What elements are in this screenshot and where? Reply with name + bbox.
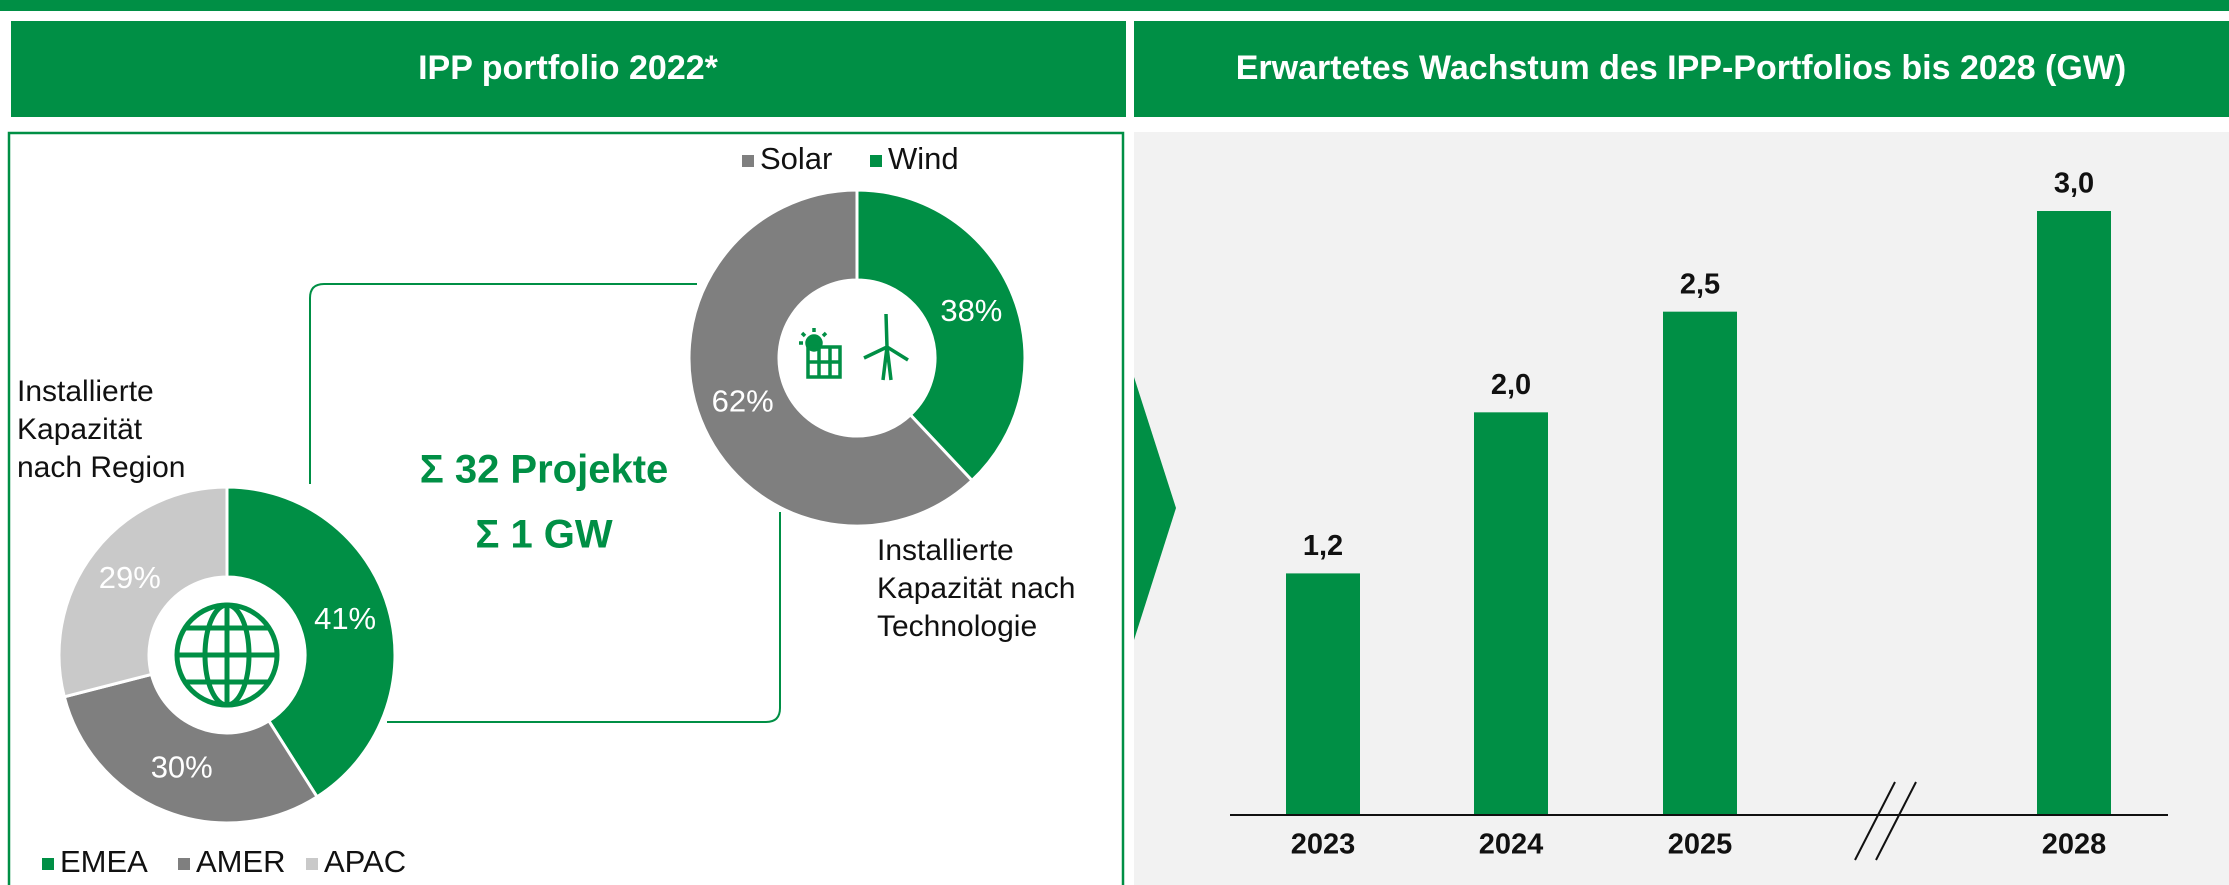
arrow	[1134, 377, 1176, 640]
bar	[1474, 412, 1548, 815]
donut-slice	[62, 672, 320, 825]
legend-label: EMEA	[60, 844, 148, 879]
legend-marker	[870, 155, 882, 167]
legend-marker	[742, 155, 754, 167]
x-tick-label: 2025	[1668, 829, 1733, 861]
x-tick-label: 2028	[2042, 829, 2107, 861]
globe-icon	[174, 602, 280, 708]
x-tick-label: 2024	[1479, 829, 1544, 861]
legend-marker	[42, 858, 54, 870]
donut-slice	[57, 485, 229, 699]
left-header-title: IPP portfolio 2022*	[418, 49, 719, 87]
bar-value-label: 2,5	[1680, 268, 1720, 300]
axis-break	[1854, 781, 1917, 861]
left-panel	[7, 131, 1125, 885]
bar-value-label: 2,0	[1491, 369, 1531, 401]
legend-marker	[178, 858, 190, 870]
legend-label: APAC	[324, 844, 406, 879]
technology-title: Installierte Kapazität nach Technologie	[877, 534, 1076, 643]
bar	[1663, 311, 1737, 815]
slice-label: 29%	[99, 560, 161, 595]
legend-label: Wind	[888, 141, 959, 176]
summary-projects: Σ 32 Projekte	[420, 448, 669, 492]
top-rule	[0, 0, 2229, 11]
donut-slice	[855, 188, 1027, 483]
legend-marker	[306, 858, 318, 870]
right-header-title: Erwartetes Wachstum des IPP-Portfolios b…	[1236, 49, 2127, 87]
donut-slice	[225, 485, 397, 799]
bar-value-label: 1,2	[1303, 530, 1343, 562]
slice-label: 30%	[151, 750, 213, 785]
connector	[309, 283, 781, 723]
slice-label: 41%	[314, 601, 376, 636]
legend-label: Solar	[760, 141, 832, 176]
region-title: Installierte Kapazität nach Region	[17, 375, 186, 484]
slice-label: 62%	[712, 383, 774, 418]
bar	[2037, 211, 2111, 815]
donut-slice	[687, 188, 975, 528]
bar	[1286, 573, 1360, 815]
left-header	[11, 21, 1126, 117]
legend-label: AMER	[196, 844, 286, 879]
solar-wind-icon	[799, 313, 909, 381]
x-tick-label: 2023	[1291, 829, 1356, 861]
slice-label: 38%	[940, 293, 1002, 328]
summary-capacity: Σ 1 GW	[475, 513, 613, 557]
bar-value-label: 3,0	[2054, 168, 2094, 200]
right-header	[1134, 21, 2229, 117]
